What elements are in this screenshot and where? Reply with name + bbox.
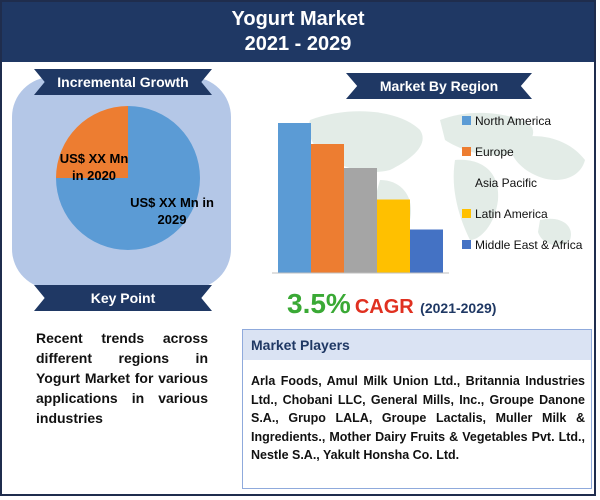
cagr-summary: 3.5% CAGR (2021-2029): [287, 288, 496, 320]
legend-swatch: [462, 209, 471, 218]
bar-latin-america: [377, 199, 410, 273]
legend-item: North America: [462, 114, 551, 128]
legend-swatch: [462, 147, 471, 156]
legend-swatch: [462, 116, 471, 125]
legend-item: Middle East & Africa: [462, 238, 582, 252]
pie-label-2029: US$ XX Mn in 2029: [130, 195, 214, 227]
legend-swatch: [462, 178, 471, 187]
legend-label: Europe: [475, 145, 514, 159]
growth-banner: Incremental Growth: [34, 69, 212, 95]
header-banner: Yogurt Market 2021 - 2029: [2, 2, 594, 62]
legend-item: Latin America: [462, 207, 548, 221]
legend-item: Asia Pacific: [462, 176, 537, 190]
cagr-label: CAGR: [354, 296, 414, 318]
region-banner: Market By Region: [346, 73, 532, 99]
bar-middle-east-africa: [410, 229, 443, 273]
legend-label: Asia Pacific: [475, 176, 538, 190]
legend-item: Europe: [462, 145, 514, 159]
cagr-period: (2021-2029): [420, 300, 497, 316]
legend-label: Middle East & Africa: [475, 238, 583, 252]
page-period: 2021 - 2029: [244, 33, 352, 55]
page-title: Yogurt Market: [231, 8, 365, 30]
key-point-text: Recent trends across different regions i…: [36, 330, 208, 426]
growth-pie-chart: [56, 106, 200, 250]
legend-label: North America: [475, 114, 552, 128]
bar-north-america: [278, 123, 311, 273]
market-players-text: Arla Foods, Amul Milk Union Ltd., Britan…: [251, 374, 585, 462]
legend-swatch: [462, 240, 471, 249]
pie-slice-1: [56, 106, 128, 178]
key-point-banner: Key Point: [34, 285, 212, 311]
market-players-box: Market Players Arla Foods, Amul Milk Uni…: [242, 329, 592, 489]
bar-asia-pacific: [344, 168, 377, 273]
pie-label-2020: US$ XX Mn in 2020: [59, 151, 129, 183]
cagr-value: 3.5%: [287, 288, 351, 319]
bar-europe: [311, 144, 344, 273]
market-players-title: Market Players: [243, 330, 591, 360]
legend-label: Latin America: [475, 207, 548, 221]
region-bar-chart: [272, 123, 449, 274]
